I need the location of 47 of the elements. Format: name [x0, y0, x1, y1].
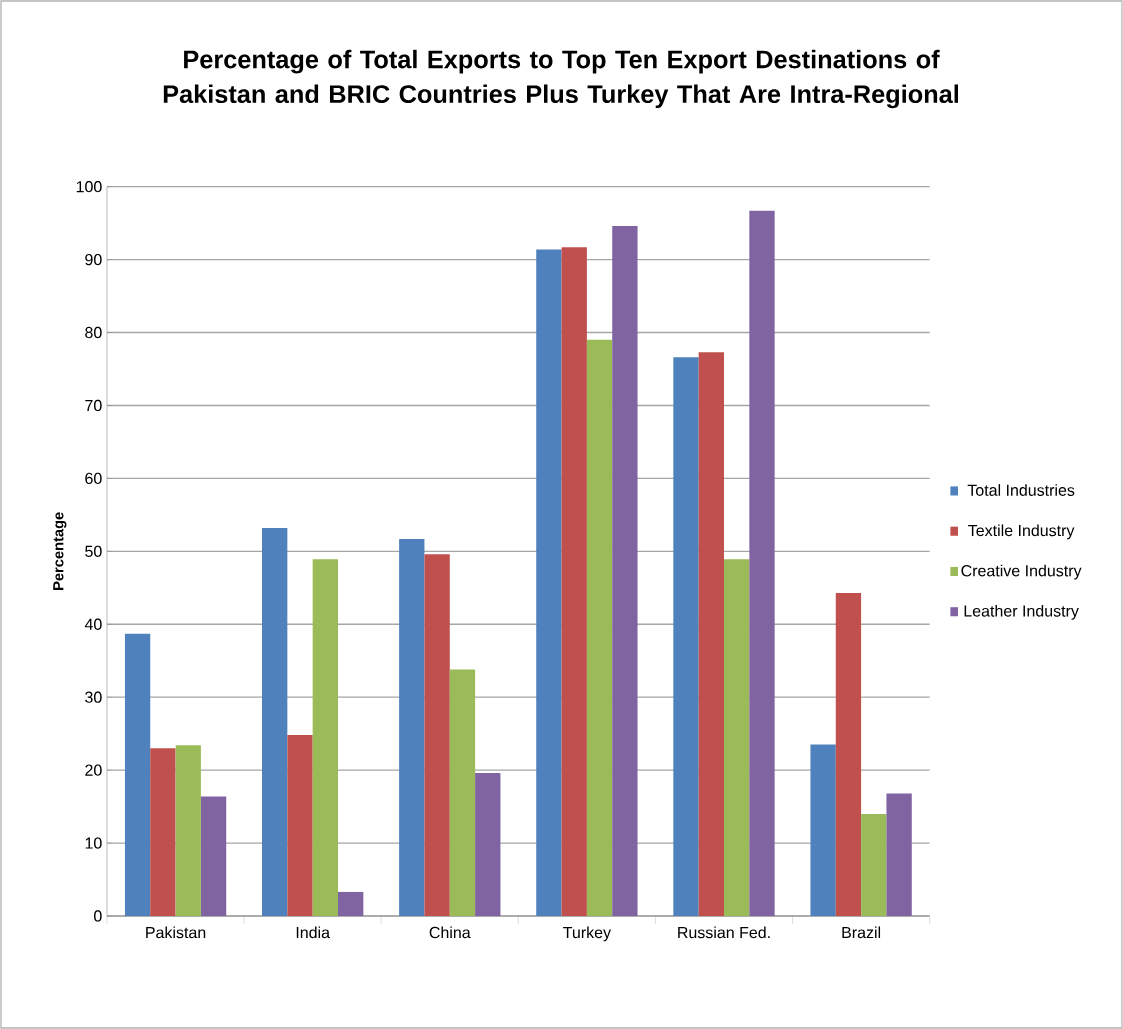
bar — [536, 249, 562, 916]
y-tick-label: 0 — [94, 910, 102, 922]
bar — [124, 633, 151, 916]
bar — [150, 748, 176, 916]
y-tick-label: 20 — [85, 764, 102, 776]
legend-label: Textile Industry — [968, 524, 1075, 540]
y-tick-label: 30 — [85, 691, 102, 703]
bar — [561, 247, 587, 916]
legend-label: Leather Industry — [964, 604, 1079, 620]
y-axis-title: Percentage — [53, 512, 67, 590]
y-tick-label: 50 — [85, 545, 102, 557]
y-tick-label: 10 — [85, 837, 102, 849]
bar — [835, 592, 862, 916]
legend-label: Creative Industry — [961, 564, 1082, 580]
bar — [673, 357, 699, 916]
y-tick-label: 40 — [84, 618, 102, 630]
chart-title: Percentage of Total Exports to Top Ten Export Destinations of Pakistan and BRIC Countries Plus Turkey That Are Intra-Regional — [163, 49, 959, 109]
legend-label: Total Industries — [967, 484, 1075, 496]
x-tick-label: India — [296, 926, 330, 939]
bar — [749, 210, 775, 916]
bar — [886, 793, 912, 916]
y-tick-label: 90 — [85, 253, 102, 266]
x-tick-label: Russian Fed. — [678, 926, 770, 939]
x-tick-label: China — [429, 926, 471, 939]
y-tick-label: 100 — [76, 181, 102, 193]
x-tick-label: Brazil — [842, 926, 881, 939]
bar — [724, 559, 750, 916]
y-tick-label: 70 — [85, 399, 102, 412]
y-tick-label: 80 — [85, 326, 102, 339]
bar — [810, 744, 836, 916]
bar — [200, 796, 227, 916]
x-tick-label: Turkey — [563, 926, 612, 942]
bar — [262, 527, 288, 916]
bar — [698, 352, 724, 916]
bar — [449, 669, 476, 916]
x-tick-label: Pakistan — [146, 926, 206, 939]
bar — [287, 735, 313, 916]
bar — [861, 813, 887, 916]
y-tick-label: 60 — [85, 472, 102, 485]
bar — [338, 891, 364, 916]
bar — [475, 773, 501, 916]
bar — [399, 538, 425, 916]
bar — [424, 554, 450, 916]
bar — [175, 745, 201, 916]
bar — [586, 339, 613, 916]
bar — [612, 226, 638, 916]
bar — [312, 559, 339, 916]
